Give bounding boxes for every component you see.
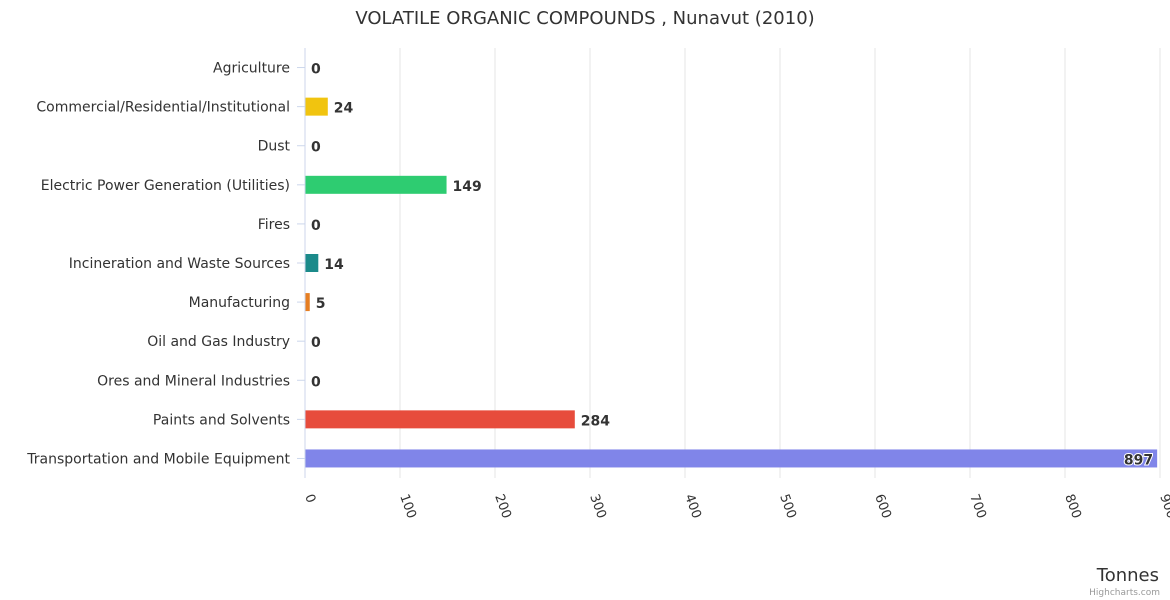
- data-label: 0: [311, 62, 321, 78]
- bar[interactable]: [305, 97, 328, 116]
- category-label: Commercial/Residential/Institutional: [36, 100, 290, 116]
- x-tick-label: 600: [871, 492, 894, 520]
- bar[interactable]: [305, 254, 319, 272]
- data-label: 0: [311, 140, 321, 156]
- category-label: Transportation and Mobile Equipment: [26, 451, 290, 467]
- data-labels: 0 24 0 149 0 14 5 0 0 284 897: [311, 62, 1154, 470]
- chart-title: VOLATILE ORGANIC COMPOUNDS , Nunavut (20…: [355, 8, 814, 29]
- x-tick-label: 0: [301, 492, 318, 505]
- category-label: Ores and Mineral Industries: [97, 373, 290, 389]
- bar[interactable]: [305, 449, 1158, 468]
- data-label: 897: [1124, 452, 1153, 468]
- x-axis-title: Tonnes: [1096, 565, 1159, 586]
- category-label: Electric Power Generation (Utilities): [41, 178, 290, 194]
- category-label: Manufacturing: [189, 295, 290, 311]
- bars: [305, 97, 1158, 468]
- x-tick-label: 300: [586, 492, 609, 520]
- data-label: 0: [311, 374, 321, 390]
- gridlines: [304, 48, 1161, 478]
- data-label: 5: [316, 296, 326, 312]
- x-tick-label: 400: [681, 492, 704, 520]
- data-label: 0: [311, 218, 321, 234]
- x-tick-label: 700: [966, 492, 989, 520]
- category-label: Incineration and Waste Sources: [69, 256, 290, 272]
- category-label: Oil and Gas Industry: [147, 334, 290, 350]
- category-label: Agriculture: [213, 61, 290, 77]
- x-tick-label: 800: [1061, 492, 1084, 520]
- bar[interactable]: [305, 410, 575, 429]
- data-label: 14: [324, 257, 344, 273]
- x-tick-label: 500: [776, 492, 799, 520]
- bar[interactable]: [305, 293, 310, 312]
- x-tick-label: 100: [396, 492, 419, 520]
- category-label: Dust: [258, 139, 291, 155]
- category-label: Fires: [258, 217, 290, 233]
- credits-link[interactable]: Highcharts.com: [1089, 588, 1160, 598]
- bar[interactable]: [305, 175, 447, 194]
- x-tick-label: 900: [1156, 492, 1170, 520]
- data-label: 0: [311, 335, 321, 351]
- category-labels: Agriculture Commercial/Residential/Instit…: [26, 61, 305, 467]
- x-axis-ticks: 0 100 200 300 400 500 600 700 800 900: [301, 492, 1170, 520]
- data-label: 284: [581, 413, 610, 429]
- data-label: 24: [334, 101, 354, 117]
- data-label: 149: [453, 179, 482, 195]
- category-label: Paints and Solvents: [153, 412, 290, 428]
- x-tick-label: 200: [491, 492, 514, 520]
